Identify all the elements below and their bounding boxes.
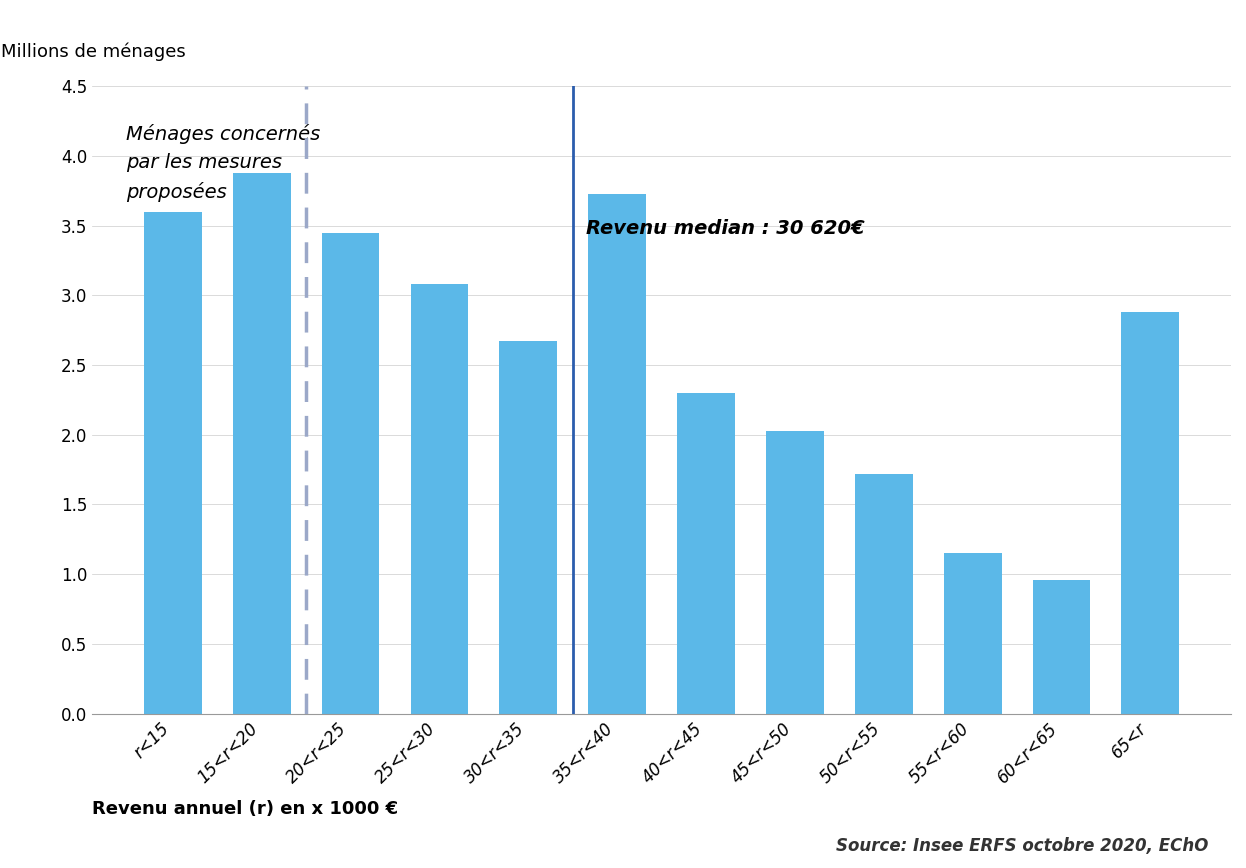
- Text: Revenu median : 30 620€: Revenu median : 30 620€: [586, 219, 865, 238]
- Text: Ménages concernés
par les mesures
proposées: Ménages concernés par les mesures propos…: [126, 124, 320, 201]
- Bar: [233, 173, 290, 713]
- Bar: [943, 553, 1002, 713]
- Bar: [588, 194, 647, 713]
- Text: Millions de ménages: Millions de ménages: [1, 43, 186, 61]
- Bar: [855, 474, 912, 713]
- Text: Source: Insee ERFS octobre 2020, EChO: Source: Insee ERFS octobre 2020, EChO: [836, 837, 1209, 855]
- Bar: [321, 233, 380, 713]
- Bar: [766, 431, 824, 713]
- Bar: [1033, 580, 1090, 713]
- Bar: [411, 284, 468, 713]
- Bar: [145, 212, 202, 713]
- Bar: [677, 393, 735, 713]
- Bar: [500, 341, 557, 713]
- X-axis label: Revenu annuel (r) en x 1000 €: Revenu annuel (r) en x 1000 €: [92, 800, 399, 819]
- Bar: [1121, 312, 1179, 713]
